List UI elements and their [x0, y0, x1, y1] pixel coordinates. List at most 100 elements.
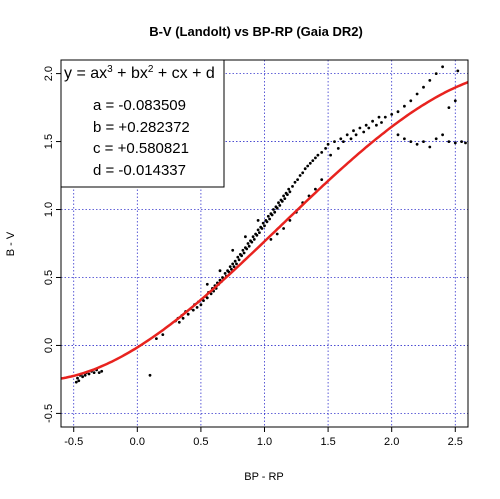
data-point — [301, 171, 305, 175]
data-point — [252, 238, 256, 241]
y-axis: -0.5 0.0 0.5 1.0 1.5 2.0 — [43, 66, 62, 423]
data-point — [342, 140, 345, 144]
data-point — [358, 126, 362, 130]
legend-coef-a: a = -0.083509 — [93, 97, 186, 114]
data-point — [403, 137, 406, 141]
data-point — [155, 337, 158, 340]
data-point — [354, 133, 358, 137]
data-point — [339, 137, 343, 141]
x-axis-label: BP - RP — [244, 471, 284, 483]
x-tick-label: 1.0 — [257, 436, 272, 448]
data-point — [265, 220, 269, 224]
data-point — [291, 185, 294, 188]
data-point — [396, 110, 400, 114]
data-point — [422, 85, 425, 89]
data-point — [441, 133, 444, 137]
legend-formula: y = ax3 + bx2 + cx + d — [64, 64, 215, 82]
data-point — [441, 65, 444, 69]
data-point — [409, 140, 413, 144]
data-point — [364, 123, 368, 127]
data-point — [186, 312, 190, 316]
data-point — [228, 265, 232, 268]
data-point — [396, 133, 400, 137]
y-tick-label: 1.0 — [43, 202, 55, 217]
data-point — [460, 140, 463, 144]
data-point — [148, 373, 152, 377]
data-point — [266, 214, 270, 218]
data-point — [464, 141, 467, 145]
data-point — [256, 219, 260, 222]
data-point — [456, 69, 460, 73]
legend: y = ax3 + bx2 + cx + d a = -0.083509 b =… — [60, 59, 225, 188]
data-point — [377, 115, 381, 119]
legend-coef-b: b = +0.282372 — [93, 119, 190, 136]
data-point — [352, 129, 355, 133]
data-point — [434, 72, 438, 75]
data-point — [286, 193, 289, 197]
data-point — [250, 240, 254, 244]
y-tick-label: 0.5 — [43, 270, 55, 285]
data-points — [74, 65, 467, 384]
data-point — [453, 99, 457, 103]
data-point — [251, 235, 255, 239]
data-point — [202, 299, 205, 302]
data-point — [261, 221, 265, 225]
data-point — [268, 217, 271, 221]
data-point — [263, 224, 266, 228]
data-point — [181, 316, 185, 320]
data-point — [245, 247, 249, 251]
data-point — [282, 227, 285, 230]
data-point — [447, 140, 451, 144]
data-point — [235, 262, 238, 266]
data-point — [415, 142, 419, 146]
data-point — [288, 190, 292, 194]
data-point — [230, 267, 233, 271]
data-point — [403, 104, 406, 108]
data-point — [371, 119, 374, 123]
data-point — [191, 308, 195, 312]
data-point — [74, 380, 78, 384]
data-point — [453, 141, 457, 145]
y-tick-label: -0.5 — [43, 404, 55, 423]
data-point — [92, 371, 96, 374]
x-axis: -0.5 0.0 0.5 1.0 1.5 2.0 2.5 — [64, 426, 463, 448]
data-point — [308, 161, 312, 165]
data-point — [199, 303, 203, 307]
y-axis-label: B - V — [5, 231, 17, 256]
data-point — [77, 379, 81, 383]
data-point — [282, 194, 285, 198]
data-point — [236, 255, 240, 259]
data-point — [232, 265, 236, 268]
data-point — [316, 153, 320, 157]
y-tick-label: 2.0 — [43, 66, 55, 81]
data-point — [293, 180, 297, 184]
data-point — [258, 231, 261, 235]
data-point — [287, 187, 291, 191]
data-point — [272, 208, 275, 211]
data-point — [306, 164, 310, 168]
data-point — [288, 219, 292, 222]
legend-coef-c: c = +0.580821 — [93, 140, 189, 157]
data-point — [83, 373, 87, 377]
x-tick-label: 2.5 — [448, 436, 463, 448]
data-point — [233, 259, 237, 263]
y-tick-label: 1.5 — [43, 134, 55, 149]
data-point — [269, 238, 273, 241]
data-point — [270, 213, 274, 217]
legend-box — [60, 59, 225, 188]
data-point — [87, 372, 91, 376]
data-point — [314, 156, 317, 160]
data-point — [409, 99, 413, 103]
data-point — [298, 174, 302, 177]
data-point — [336, 147, 340, 150]
data-point — [324, 147, 327, 150]
data-point — [380, 121, 383, 124]
fit-curve — [60, 81, 469, 380]
data-point — [177, 320, 181, 324]
data-point — [320, 151, 324, 154]
data-point — [242, 251, 246, 255]
data-point — [375, 123, 378, 127]
data-point — [428, 79, 432, 82]
data-point — [415, 92, 419, 96]
x-tick-label: 1.5 — [320, 436, 335, 448]
